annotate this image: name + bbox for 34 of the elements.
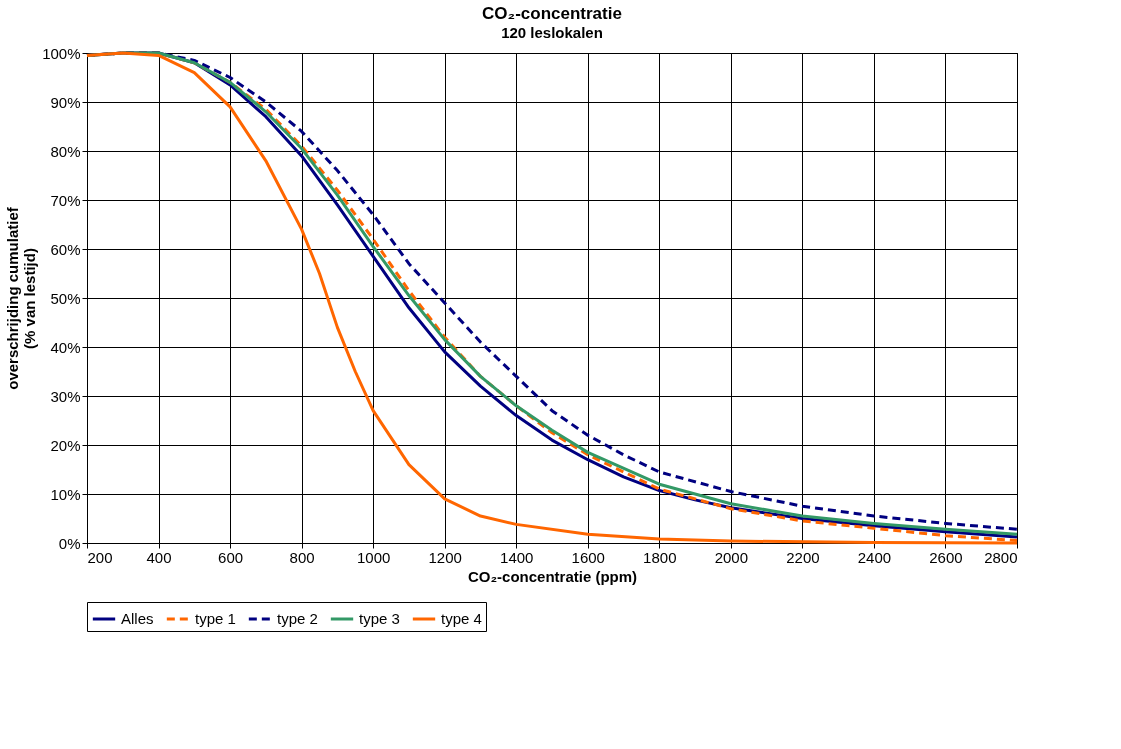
y-tick-label: 40% [50,338,81,356]
y-tick-label: 100% [42,44,81,62]
x-tick-label: 800 [289,548,315,566]
y-tick-label: 70% [50,191,81,209]
legend-label: type 4 [441,610,482,627]
legend-label: type 2 [277,610,318,627]
y-tick-label: 50% [50,289,81,307]
y-tick-label: 20% [50,436,81,454]
y-tick-label: 0% [58,534,81,552]
x-tick-label: 2600 [929,548,963,566]
x-tick-label: 600 [218,548,244,566]
x-tick-label: 200 [87,548,113,566]
y-tick-label: 80% [50,142,81,160]
x-tick-label: 2000 [714,548,749,566]
x-tick-label: 2800 [984,548,1018,566]
x-tick-label: 1400 [500,548,534,566]
x-tick-label: 1800 [643,548,677,566]
y-tick-label: 60% [50,240,81,258]
x-tick-label: 1000 [356,548,391,566]
legend-label: type 1 [195,610,236,627]
chart-title: CO₂-concentratie [482,4,622,23]
y-tick-label: 10% [50,485,81,503]
x-tick-label: 400 [146,548,172,566]
legend-label: Alles [121,610,154,627]
y-tick-label: 90% [50,93,81,111]
x-tick-label: 1200 [428,548,462,566]
x-tick-label: 2200 [786,548,820,566]
x-axis-title: CO₂-concentratie (ppm) [467,567,638,585]
x-tick-label: 1600 [571,548,605,566]
y-tick-label: 30% [50,387,81,405]
legend-label: type 3 [359,610,400,627]
x-tick-label: 2400 [857,548,892,566]
y-axis-title: overschrijding cumulatief (% van lestijd) [4,206,39,390]
chart-subtitle: 120 leslokalen [501,24,603,41]
